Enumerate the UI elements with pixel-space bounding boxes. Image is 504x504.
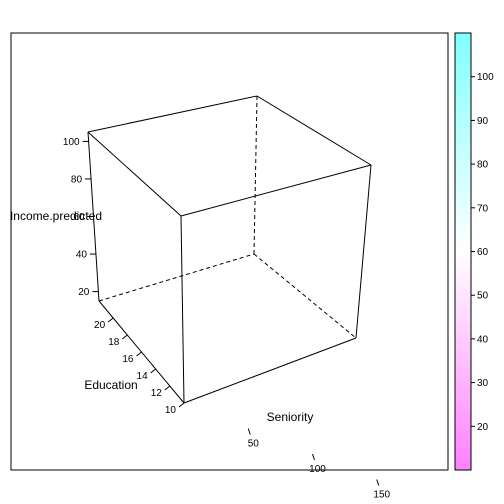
box-edge-back-bottom-left: [98, 253, 255, 302]
y-tick-mark: [136, 351, 142, 357]
colorkey-tick-label: 90: [477, 116, 489, 127]
y-tick-label: 20: [94, 320, 106, 331]
x-tick-label: 50: [248, 439, 260, 450]
y-tick-mark: [178, 402, 185, 408]
x-tick-mark: [312, 453, 315, 461]
x-tick-label: 100: [309, 464, 326, 475]
y-tick-label: 12: [151, 388, 163, 399]
y-tick-label: 18: [108, 337, 120, 348]
colorkey-tick-label: 40: [477, 334, 489, 345]
box-edge-top-left-back: [87, 95, 258, 133]
y-tick-label: 14: [137, 371, 149, 382]
z-tick-label: 100: [63, 137, 80, 148]
box-edge-back-vertical: [253, 95, 258, 255]
y-axis-title: Education: [84, 378, 137, 392]
box-edge-top-right-front: [180, 164, 372, 217]
box-edge-back-bottom-right: [253, 253, 357, 339]
y-tick-label: 10: [165, 405, 177, 416]
y-tick-mark: [164, 385, 171, 391]
z-tick-label: 20: [78, 287, 90, 298]
y-tick-label: 16: [122, 354, 134, 365]
colorkey-tick-label: 80: [477, 160, 489, 171]
z-tick-label: 40: [76, 250, 88, 261]
colorkey-tick-label: 20: [477, 422, 489, 433]
y-tick-mark: [107, 317, 114, 323]
box-edge-front-bottom-right: [183, 337, 357, 404]
box-edge-front-vertical: [180, 215, 185, 404]
y-tick-mark: [122, 334, 128, 340]
colorkey-tick-label: 30: [477, 378, 489, 389]
box-edge-top-left-front: [87, 131, 182, 217]
y-tick-mark: [150, 368, 156, 374]
x-tick-mark: [247, 428, 251, 435]
z-tick-label: 80: [71, 174, 83, 185]
x-axis-title: Seniority: [267, 410, 314, 424]
colorkey-tick-label: 70: [477, 203, 489, 214]
colorkey-tick-label: 50: [477, 291, 489, 302]
z-tick-label: 60: [73, 212, 85, 223]
z-axis-title: Income.predicted: [10, 209, 102, 223]
colorkey-tick-label: 100: [477, 72, 494, 83]
x-tick-label: 150: [373, 490, 390, 501]
panel-frame: [10, 32, 449, 471]
colorkey-tick-label: 60: [477, 247, 489, 258]
colorkey-bar: [454, 32, 472, 471]
x-tick-mark: [376, 479, 380, 486]
box-edge-top-right-back: [256, 95, 372, 166]
box-edge-right-vertical: [355, 164, 372, 339]
